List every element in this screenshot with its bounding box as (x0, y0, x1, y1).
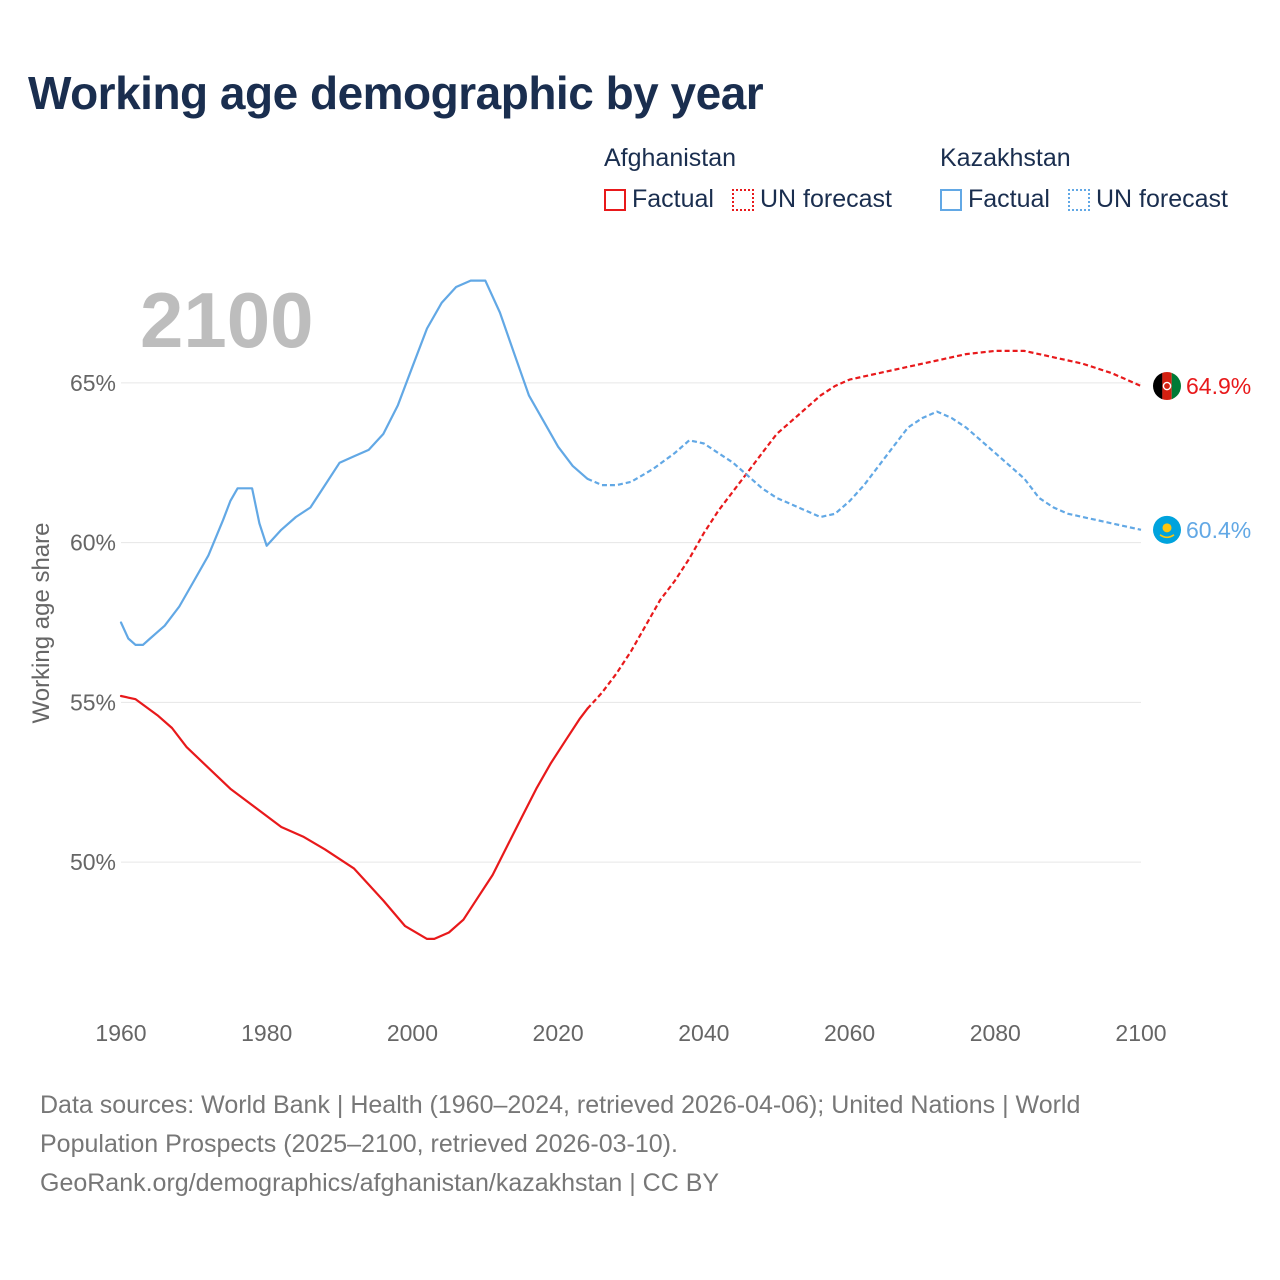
footer: Data sources: World Bank | Health (1960–… (40, 1086, 1240, 1203)
x-tick-label: 1980 (241, 1020, 292, 1046)
y-axis-ticks: 50% 55% 60% 65% (70, 370, 116, 875)
kazakhstan-forecast-line (586, 410, 1142, 531)
legend-item-label: Factual (632, 185, 714, 213)
legend-kazakhstan-forecast[interactable]: UN forecast (1067, 185, 1228, 214)
x-axis-ticks: 1960 1980 2000 2020 2040 2060 2080 2100 (95, 1020, 1166, 1046)
x-tick-label: 2060 (824, 1020, 875, 1046)
grid-lines (121, 382, 1141, 863)
afghanistan-forecast-line (586, 349, 1142, 710)
kazakhstan-factual-line (119, 279, 589, 646)
footer-line-1: Data sources: World Bank | Health (1960–… (40, 1091, 1081, 1119)
legend-item-label: Factual (968, 185, 1050, 213)
y-axis-label: Working age share (28, 522, 55, 724)
y-tick-label: 60% (70, 530, 116, 556)
dotted-line-swatch-icon (731, 188, 754, 211)
x-tick-label: 2020 (533, 1020, 584, 1046)
legend-kazakhstan-factual[interactable]: Factual (940, 185, 1050, 214)
y-tick-label: 65% (70, 370, 116, 396)
y-tick-label: 55% (70, 689, 116, 715)
legend-afghanistan-forecast[interactable]: UN forecast (731, 185, 892, 214)
dotted-line-swatch-icon (1067, 188, 1090, 211)
x-tick-label: 2000 (387, 1020, 438, 1046)
x-tick-label: 2080 (970, 1020, 1021, 1046)
footer-line-2: Population Prospects (2025–2100, retriev… (40, 1130, 678, 1158)
kazakhstan-flag-icon (1153, 515, 1181, 544)
x-tick-label: 2100 (1115, 1020, 1166, 1046)
legend-group-afghanistan: Afghanistan Factual UN forecast (604, 144, 892, 214)
legend-group-title: Afghanistan (604, 144, 737, 172)
solid-line-swatch-icon (604, 188, 626, 211)
legend-group-title: Kazakhstan (940, 144, 1071, 172)
x-tick-label: 1960 (95, 1020, 146, 1046)
legend-item-label: UN forecast (759, 185, 892, 213)
line-chart: 50% 55% 60% 65% 1960 1980 2000 2020 2040 2060 208… (70, 279, 1251, 1046)
current-year-label: 2100 (140, 276, 314, 364)
end-markers: 64.9% 60.4% (1153, 372, 1251, 544)
legend-item-label: UN forecast (1095, 185, 1228, 213)
afghanistan-factual-line (119, 694, 589, 940)
afghanistan-end-value: 64.9% (1186, 373, 1251, 399)
kazakhstan-end-value: 60.4% (1186, 517, 1251, 543)
legend-afghanistan-factual[interactable]: Factual (604, 185, 714, 214)
footer-url[interactable]: GeoRank.org/demographics/afghanistan/kaz… (40, 1169, 720, 1197)
chart-title: Working age demographic by year (28, 67, 764, 119)
y-tick-label: 50% (70, 849, 116, 875)
x-tick-label: 2040 (678, 1020, 729, 1046)
solid-line-swatch-icon (940, 188, 962, 211)
legend-group-kazakhstan: Kazakhstan Factual UN forecast (940, 144, 1228, 214)
series-lines (119, 279, 1142, 940)
afghanistan-flag-icon (1153, 372, 1181, 401)
